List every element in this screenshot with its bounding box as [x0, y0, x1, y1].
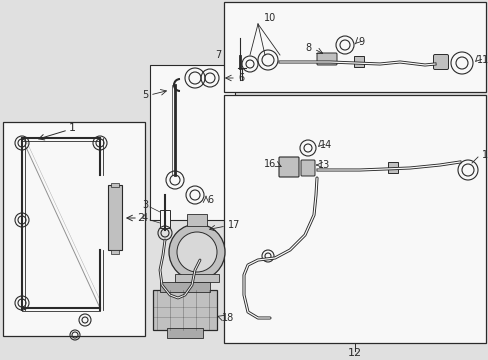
Bar — [186, 214, 206, 226]
Bar — [3, 122, 145, 336]
Bar — [387, 162, 397, 173]
Text: 10: 10 — [264, 13, 276, 23]
Text: 17: 17 — [227, 220, 240, 230]
Text: 6: 6 — [238, 73, 244, 83]
Text: 15: 15 — [481, 150, 488, 160]
Circle shape — [169, 224, 224, 280]
Text: 1: 1 — [68, 123, 75, 133]
Text: 3: 3 — [142, 200, 148, 210]
FancyBboxPatch shape — [316, 53, 336, 65]
Bar — [160, 282, 209, 292]
Bar — [224, 2, 485, 92]
Text: 9: 9 — [357, 37, 364, 47]
Text: 14: 14 — [319, 140, 331, 150]
Text: 5: 5 — [142, 90, 148, 100]
FancyBboxPatch shape — [433, 54, 447, 69]
Bar — [111, 250, 119, 254]
Text: 6: 6 — [206, 195, 213, 205]
Bar — [353, 56, 363, 67]
Text: 18: 18 — [222, 313, 234, 323]
Text: 12: 12 — [347, 348, 361, 358]
Bar — [153, 290, 217, 330]
Text: 7: 7 — [214, 50, 221, 60]
Text: 13: 13 — [317, 160, 329, 170]
Bar — [224, 95, 485, 343]
Circle shape — [177, 232, 217, 272]
FancyBboxPatch shape — [301, 160, 314, 176]
Bar — [150, 65, 235, 220]
FancyBboxPatch shape — [279, 157, 298, 177]
Text: 8: 8 — [305, 43, 311, 53]
Text: 16: 16 — [263, 159, 275, 169]
Bar — [111, 183, 119, 187]
Bar — [160, 210, 170, 228]
Text: 4: 4 — [142, 213, 148, 223]
Text: 11: 11 — [476, 55, 488, 65]
Bar — [175, 274, 219, 282]
Bar — [108, 185, 122, 250]
Bar — [167, 328, 203, 338]
Text: 2: 2 — [137, 213, 144, 223]
